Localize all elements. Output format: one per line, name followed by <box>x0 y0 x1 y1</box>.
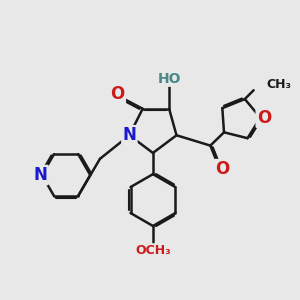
Text: O: O <box>257 109 271 127</box>
Text: CH₃: CH₃ <box>266 78 291 91</box>
Text: N: N <box>34 166 47 184</box>
Text: N: N <box>122 126 136 144</box>
Text: O: O <box>110 85 125 103</box>
Text: HO: HO <box>158 72 181 86</box>
Text: O: O <box>215 160 229 178</box>
Text: OCH₃: OCH₃ <box>135 244 171 257</box>
